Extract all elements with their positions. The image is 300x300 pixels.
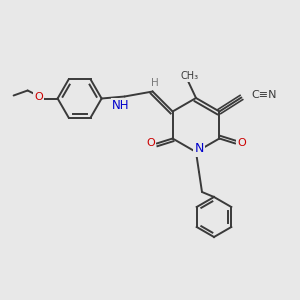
Text: O: O [34,92,43,103]
Text: NH: NH [112,99,129,112]
Text: N: N [194,142,204,155]
Text: O: O [146,139,155,148]
Text: C≡N: C≡N [251,89,277,100]
Text: H: H [151,77,158,88]
Text: O: O [237,139,246,148]
Text: CH₃: CH₃ [181,71,199,81]
